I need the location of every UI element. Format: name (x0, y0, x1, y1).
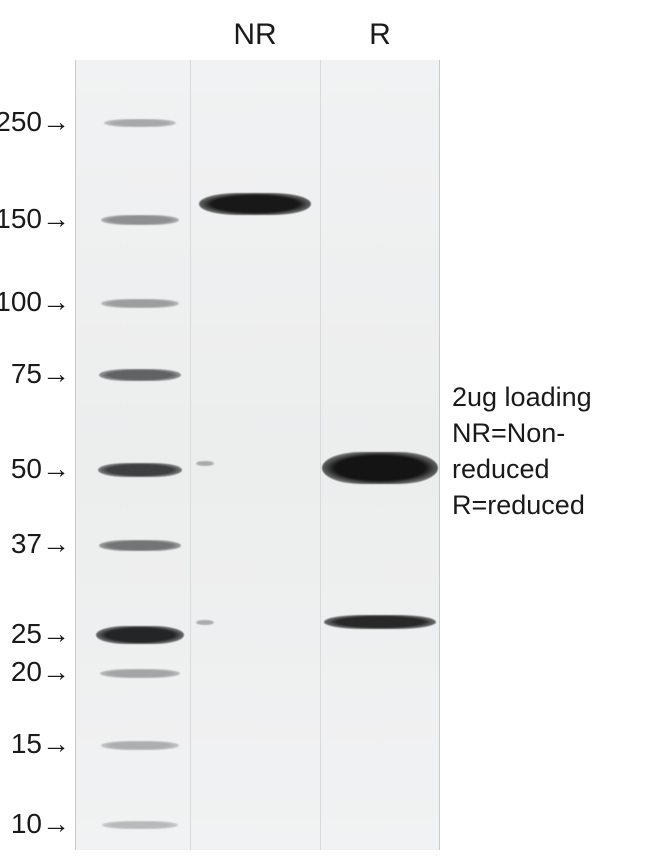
marker-band (104, 119, 176, 127)
marker-band (101, 215, 179, 225)
mw-label: 250→ (0, 106, 70, 138)
lane-divider (190, 60, 191, 850)
r-band (322, 452, 438, 484)
r-band (324, 615, 436, 629)
nr-band (199, 193, 311, 215)
mw-label: 37→ (11, 528, 70, 560)
marker-band (101, 741, 179, 750)
mw-label: 20→ (11, 656, 70, 688)
lane-header-r: R (360, 18, 400, 52)
legend-line: reduced (452, 454, 550, 485)
marker-band (101, 299, 179, 308)
nr-band (196, 620, 214, 625)
nr-band (196, 461, 214, 466)
marker-band (96, 626, 184, 644)
legend-line: NR=Non- (452, 418, 565, 449)
lane-header-nr: NR (230, 18, 280, 52)
marker-band (100, 669, 180, 678)
marker-band (99, 369, 181, 381)
marker-band (99, 540, 181, 551)
mw-label: 100→ (0, 286, 70, 318)
mw-label: 25→ (11, 618, 70, 650)
marker-band (102, 821, 178, 829)
mw-label: 50→ (11, 453, 70, 485)
sds-page-gel-figure: NR R 250→ 150→ 100→ 75→ 50→ 37→ 25→ 20→ 15→ 10→ 2… (0, 0, 650, 868)
legend-line: 2ug loading (452, 382, 592, 413)
legend-line: R=reduced (452, 490, 585, 521)
mw-label: 75→ (11, 358, 70, 390)
mw-label: 150→ (0, 203, 70, 235)
mw-label: 10→ (11, 808, 70, 840)
mw-label: 15→ (11, 728, 70, 760)
lane-divider (320, 60, 321, 850)
marker-band (98, 463, 182, 477)
